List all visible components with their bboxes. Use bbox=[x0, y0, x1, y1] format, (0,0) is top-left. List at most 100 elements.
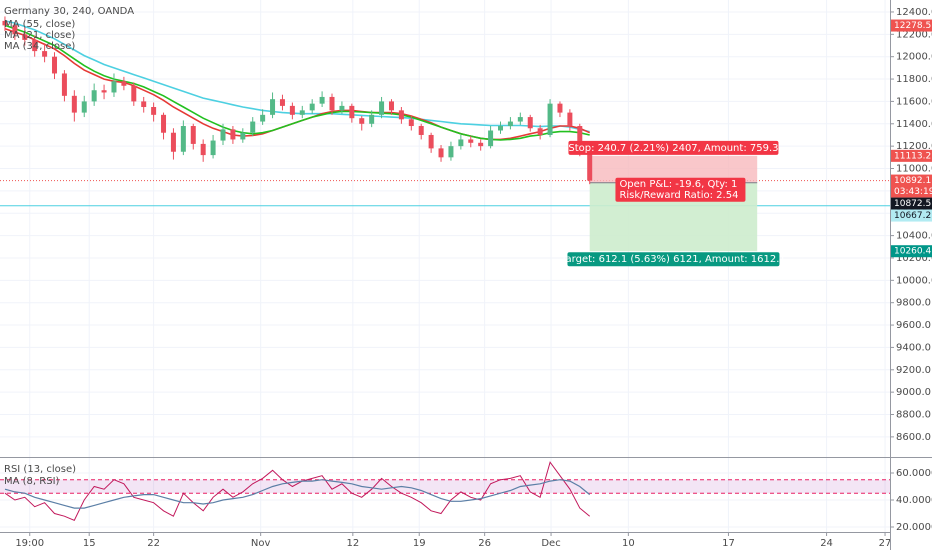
candle-body bbox=[240, 132, 246, 140]
candle-body bbox=[279, 99, 285, 106]
x-tick-label: 27 bbox=[879, 538, 892, 549]
candle-body bbox=[428, 134, 434, 149]
overlay: Stop: 240.7 (2.21%) 2407, Amount: 759.3 T… bbox=[560, 19, 932, 267]
candle-body bbox=[101, 90, 107, 93]
y-tick-label: 8800.0 bbox=[896, 410, 931, 421]
y-tick-label: 12000.0 bbox=[896, 52, 932, 63]
y-tick-label: 11800.0 bbox=[896, 74, 932, 85]
price-tag-label: 11113.2 bbox=[894, 151, 931, 161]
position-label: Stop: 240.7 (2.21%) 2407, Amount: 759.3 bbox=[568, 143, 778, 154]
candle-body bbox=[349, 105, 355, 119]
y-tick-label: 11000.0 bbox=[896, 164, 932, 175]
legend-entry: RSI (13, close) bbox=[4, 464, 76, 475]
candle-body bbox=[359, 118, 365, 124]
legend-entry: MA (8, RSI) bbox=[4, 476, 60, 487]
candle-body bbox=[468, 139, 474, 143]
price-tag bbox=[891, 149, 932, 162]
candle-body bbox=[52, 56, 58, 74]
price-tag bbox=[891, 197, 932, 210]
candle-body bbox=[91, 90, 97, 102]
candle-body bbox=[121, 81, 127, 86]
candle-body bbox=[230, 129, 236, 140]
x-tick-label: 24 bbox=[820, 538, 833, 549]
candle-body bbox=[438, 148, 444, 158]
candle-body bbox=[32, 39, 38, 52]
x-tick-label: Dec bbox=[541, 538, 560, 549]
position-label: Target: 612.1 (5.63%) 6121, Amount: 1612… bbox=[560, 254, 786, 265]
y-tick-label: 9600.0 bbox=[896, 320, 931, 331]
candle-body bbox=[2, 20, 8, 26]
candle-body bbox=[190, 126, 196, 144]
price-tag-label: 12278.5 bbox=[894, 21, 931, 31]
y-tick-label: 11200.0 bbox=[896, 141, 932, 152]
rsi-line bbox=[4, 461, 591, 521]
candle-body bbox=[210, 140, 216, 156]
x-tick-label: 26 bbox=[478, 538, 491, 549]
price-tag bbox=[891, 19, 932, 32]
candle-body bbox=[577, 126, 583, 152]
x-tick-label: 12 bbox=[346, 538, 359, 549]
y-tick-label: 10200.0 bbox=[896, 253, 932, 264]
legend-entry: MA (55, close) bbox=[4, 19, 75, 30]
price-tag-label: 10667.2 bbox=[894, 211, 931, 221]
candle-body bbox=[220, 129, 226, 141]
candle-body bbox=[488, 130, 494, 147]
candle-body bbox=[299, 110, 305, 115]
x-tick-label: 10 bbox=[622, 538, 635, 549]
price-tag bbox=[891, 174, 932, 198]
x-tick-label: 19:00 bbox=[15, 538, 44, 549]
ma-line bbox=[4, 20, 590, 133]
candle-body bbox=[81, 101, 87, 113]
position-label: Risk/Reward Ratio: 2.54 bbox=[619, 190, 738, 201]
rsi-band bbox=[0, 479, 890, 494]
candle-body bbox=[111, 81, 117, 93]
countdown: 03:43:19 bbox=[894, 187, 932, 197]
candle-body bbox=[161, 114, 167, 133]
candle-body bbox=[309, 103, 315, 111]
y-tick-label: 10400.0 bbox=[896, 231, 932, 242]
candle-body bbox=[458, 139, 464, 147]
y-tick-label: 10000.0 bbox=[896, 275, 932, 286]
position-label-box bbox=[567, 252, 780, 267]
y-tick-label: 8600.0 bbox=[896, 432, 931, 443]
candle-body bbox=[408, 119, 414, 127]
x-tick-label: Nov bbox=[251, 538, 271, 549]
y-tick-label: 9200.0 bbox=[896, 365, 931, 376]
y-tick-label: 12400.0 bbox=[896, 7, 932, 18]
candle-body bbox=[42, 51, 48, 57]
candle-body bbox=[180, 126, 186, 152]
candle-body bbox=[517, 117, 523, 122]
y-tick-label: 40.0000 bbox=[896, 495, 932, 506]
candle-body bbox=[388, 101, 394, 111]
candle-body bbox=[379, 101, 385, 115]
y-tick-label: 11400.0 bbox=[896, 119, 932, 130]
candle-body bbox=[131, 85, 137, 102]
y-tick-label: 60.0000 bbox=[896, 468, 932, 479]
candle-body bbox=[151, 107, 157, 115]
y-tick-label: 20.0000 bbox=[896, 522, 932, 533]
price-tag-label: 10892.1 bbox=[894, 176, 931, 186]
chart-title: Germany 30, 240, OANDA bbox=[4, 6, 134, 17]
candle-body bbox=[478, 142, 484, 147]
x-tick-label: 17 bbox=[722, 538, 735, 549]
candle-body bbox=[260, 114, 266, 122]
price-tag-label: 10260.4 bbox=[894, 247, 931, 257]
legend-entry: MA (34, close) bbox=[4, 41, 75, 52]
candle-body bbox=[71, 95, 77, 113]
price-tag bbox=[891, 245, 932, 258]
candle-body bbox=[418, 126, 424, 135]
candle-body bbox=[567, 112, 573, 127]
candle-body bbox=[200, 143, 206, 156]
rsi-ma-line bbox=[4, 479, 591, 509]
candle-body bbox=[557, 103, 563, 113]
price-tag-label: 10872.5 bbox=[894, 199, 931, 209]
candle-body bbox=[507, 121, 513, 127]
x-tick-label: 15 bbox=[83, 538, 96, 549]
candle-body bbox=[537, 128, 543, 135]
candle-body bbox=[141, 101, 147, 108]
price-tag bbox=[891, 209, 932, 222]
legend-entry: MA (21, close) bbox=[4, 30, 75, 41]
x-tick-label: 22 bbox=[147, 538, 160, 549]
